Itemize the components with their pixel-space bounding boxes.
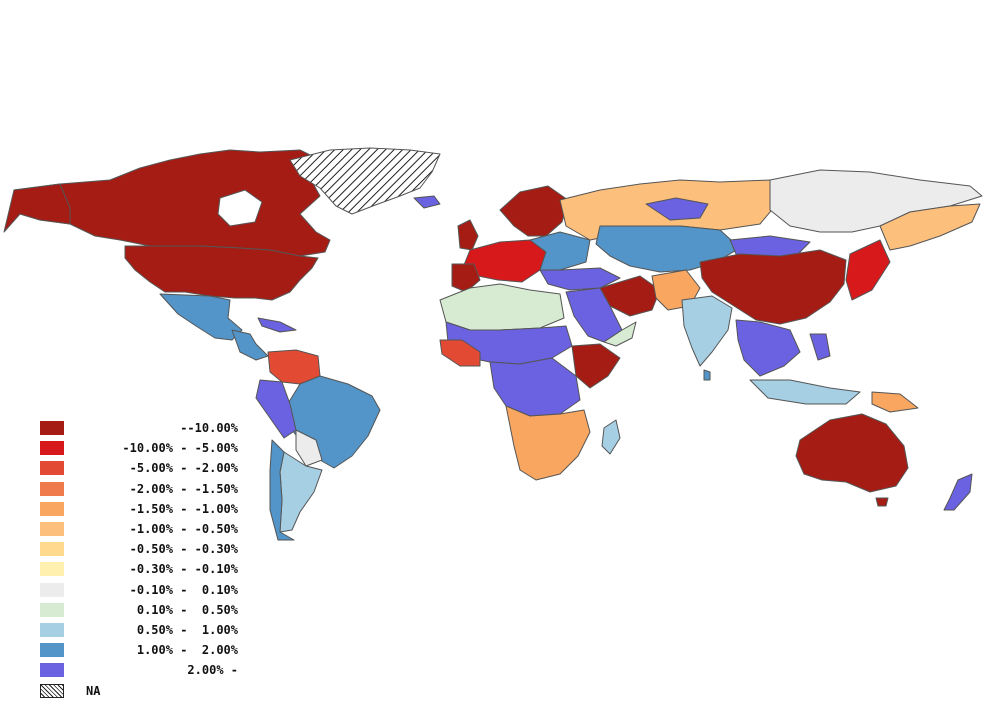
- region-papua-new-guinea: [871, 391, 919, 413]
- region-uk-ireland: [457, 219, 479, 251]
- legend-item: -2.00% - -1.50%: [40, 481, 240, 497]
- legend-item: -0.30% - -0.10%: [40, 561, 240, 577]
- region-peru-ecuador: [255, 379, 297, 439]
- legend-item: --10.00%: [40, 420, 240, 436]
- region-argentina: [279, 451, 323, 533]
- region-iberia: [451, 263, 481, 293]
- region-philippines: [809, 333, 831, 361]
- legend-item: 0.50% - 1.00%: [40, 622, 240, 638]
- region-russia-central: [645, 197, 709, 221]
- legend-label: -0.10% - 0.10%: [129, 582, 238, 597]
- legend-label-na: NA: [86, 683, 101, 698]
- legend-swatch: [40, 441, 64, 456]
- region-scandinavia: [499, 185, 569, 237]
- region-oman-yemen: [603, 321, 637, 347]
- region-madagascar: [601, 419, 621, 455]
- legend-swatch: [40, 643, 64, 658]
- legend-swatch: [40, 623, 64, 637]
- legend-label: -0.50% - -0.30%: [129, 542, 238, 557]
- region-eastern-europe: [529, 231, 591, 271]
- region-hudson-bay: [217, 189, 263, 227]
- region-central-america: [231, 329, 269, 361]
- legend-label: -0.30% - -0.10%: [129, 562, 238, 577]
- legend-swatch: [40, 481, 64, 496]
- legend-label: 2.00% -: [187, 663, 238, 678]
- legend-label: --10.00%: [180, 421, 238, 435]
- legend-item: -5.00% - -2.00%: [40, 460, 240, 476]
- legend-label: -1.50% - -1.00%: [129, 501, 238, 516]
- legend-swatch-na: [40, 683, 64, 698]
- region-canada: [13, 149, 331, 257]
- legend-item: -0.10% - 0.10%: [40, 582, 240, 598]
- region-alaska: [3, 183, 71, 233]
- legend-item: 1.00% - 2.00%: [40, 642, 240, 658]
- legend-swatch: [40, 501, 64, 516]
- legend-item-na: NA: [40, 683, 240, 699]
- region-china: [699, 249, 847, 325]
- region-balkans-turkey: [539, 267, 621, 291]
- region-mexico: [159, 293, 243, 341]
- legend-swatch: [40, 522, 64, 536]
- region-chile: [269, 439, 295, 541]
- legend-item: 0.10% - 0.50%: [40, 602, 240, 618]
- region-tasmania: [875, 497, 889, 507]
- legend-label: -10.00% - -5.00%: [122, 441, 238, 456]
- region-united-states: [124, 245, 319, 301]
- legend-item: -1.50% - -1.00%: [40, 501, 240, 517]
- legend-item: -1.00% - -0.50%: [40, 521, 240, 537]
- legend-label: -1.00% - -0.50%: [129, 522, 238, 536]
- region-north-africa: [439, 283, 565, 331]
- legend-swatch: [40, 562, 64, 577]
- legend-item: -10.00% - -5.00%: [40, 440, 240, 456]
- legend: --10.00% -10.00% - -5.00% -5.00% - -2.00% -…: [40, 420, 240, 704]
- legend-swatch: [40, 602, 64, 617]
- legend-label: 0.10% - 0.50%: [136, 602, 238, 617]
- region-central-africa: [489, 357, 581, 417]
- legend-swatch: [40, 582, 64, 597]
- region-greenland: [289, 147, 441, 215]
- legend-label: -2.00% - -1.50%: [129, 481, 238, 496]
- region-far-east-russia: [879, 203, 981, 251]
- legend-item: -0.50% - -0.30%: [40, 541, 240, 557]
- region-sri-lanka: [703, 369, 711, 381]
- region-southern-africa: [505, 405, 591, 481]
- legend-label: -5.00% - -2.00%: [129, 461, 238, 476]
- region-indonesia: [749, 379, 861, 405]
- region-korea-japan: [845, 239, 891, 301]
- legend-swatch: [40, 461, 64, 476]
- region-bolivia-paraguay: [295, 429, 323, 467]
- region-caribbean: [257, 317, 297, 333]
- region-australia: [795, 413, 909, 493]
- legend-label: 0.50% - 1.00%: [136, 623, 238, 637]
- region-southeast-asia: [735, 319, 801, 377]
- region-new-zealand: [943, 473, 973, 511]
- region-horn-of-africa: [571, 343, 621, 389]
- legend-swatch: [40, 542, 64, 557]
- region-west-africa-coast: [439, 339, 481, 367]
- legend-swatch: [40, 421, 64, 435]
- legend-swatch: [40, 663, 64, 678]
- region-iceland: [413, 195, 441, 209]
- region-india: [681, 295, 733, 367]
- legend-label: 1.00% - 2.00%: [136, 643, 238, 658]
- legend-item: 2.00% -: [40, 662, 240, 678]
